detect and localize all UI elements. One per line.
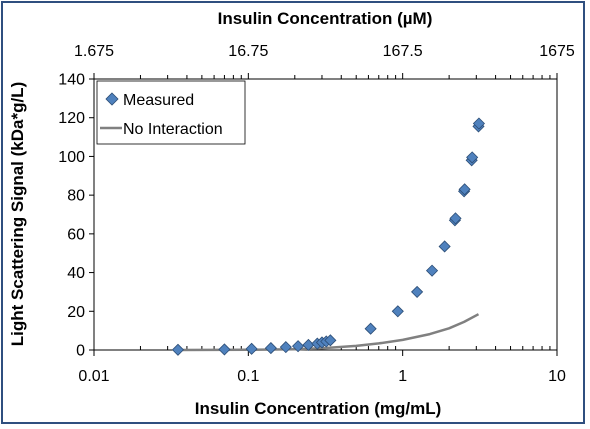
y-tick-label: 80 <box>67 188 85 205</box>
y-tick-label: 140 <box>58 72 85 89</box>
y-tick-label: 120 <box>58 110 85 127</box>
legend: Measured No Interaction <box>96 80 246 145</box>
measured-point <box>171 343 185 356</box>
x-tick-label: 0.01 <box>78 368 109 385</box>
y-tick-label: 60 <box>67 226 85 243</box>
y-tick-label: 20 <box>67 304 85 321</box>
x2-tick-label: 1.675 <box>74 43 114 60</box>
measured-point <box>449 212 462 225</box>
measured-point <box>411 285 424 298</box>
x2-tick-label: 167.5 <box>383 43 423 60</box>
measured-point <box>458 183 471 196</box>
measured-point <box>391 305 404 318</box>
measured-point <box>364 322 377 335</box>
no-interaction-line <box>177 313 480 352</box>
y-axis: 0 20 40 60 80 100 120 140 <box>58 72 94 360</box>
y-tick-label: 0 <box>76 343 85 360</box>
chart-frame <box>1 1 585 424</box>
measured-point <box>425 264 439 277</box>
measured-point <box>466 151 479 164</box>
legend-label-no-interaction: No Interaction <box>123 121 223 138</box>
x-tick-label: 1 <box>398 368 407 385</box>
y-tick-label: 40 <box>67 265 85 282</box>
x-axis-top: 1.675 16.75 167.5 1675 <box>74 43 575 79</box>
legend-marker-measured <box>105 92 119 106</box>
x2-tick-label: 1675 <box>539 43 575 60</box>
bottom-axis-title: Insulin Concentration (mg/mL) <box>195 399 442 418</box>
measured-point <box>245 342 258 355</box>
y-tick-label: 100 <box>58 149 85 166</box>
x2-tick-label: 16.75 <box>228 43 268 60</box>
x-tick-label: 10 <box>548 368 566 385</box>
plot-area <box>93 78 558 351</box>
top-axis-title: Insulin Concentration (µM) <box>218 9 433 28</box>
y-axis-title: Light Scattering Signal (kDa*g/L) <box>8 82 27 346</box>
measured-point <box>279 341 292 354</box>
x-axis-bottom: 0.01 0.1 1 10 <box>78 346 566 385</box>
measured-point <box>324 334 337 347</box>
series-layer <box>171 117 485 356</box>
legend-label-measured: Measured <box>123 92 194 109</box>
legend-box <box>96 80 246 145</box>
measured-point <box>264 341 277 355</box>
measured-point <box>438 240 451 253</box>
measured-point <box>291 340 305 353</box>
x-tick-label: 0.1 <box>237 368 259 385</box>
measured-point <box>218 343 231 356</box>
measured-point <box>472 117 485 130</box>
